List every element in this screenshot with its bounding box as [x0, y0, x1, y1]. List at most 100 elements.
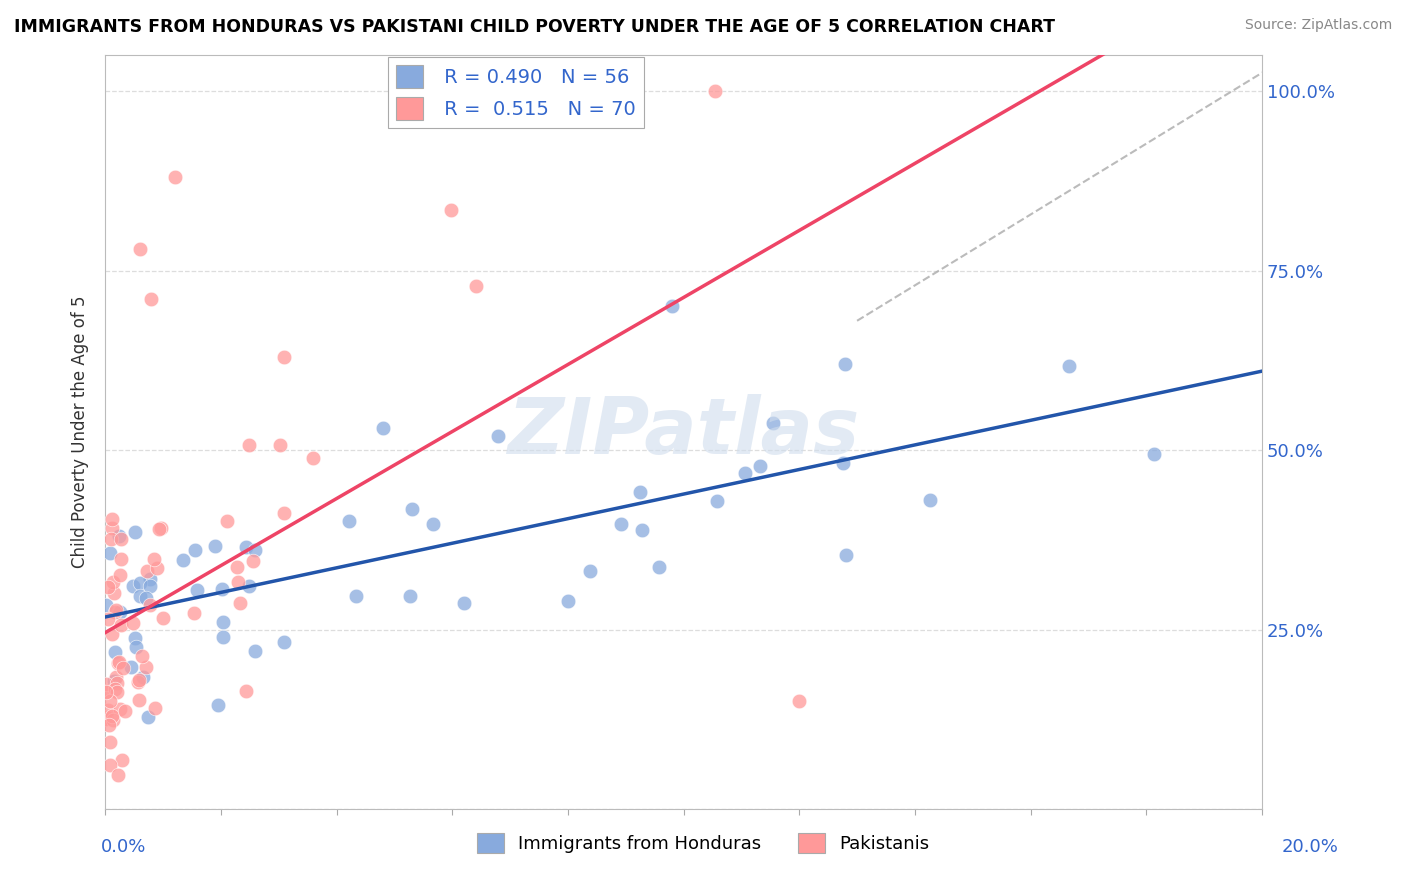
Point [136, 710, 159, 724]
Point [122, 616, 145, 631]
Point [242, 554, 264, 568]
Point [706, 493, 728, 508]
Point [121, 659, 143, 673]
Point [401, 502, 423, 516]
Point [832, 456, 855, 470]
Point [97, 718, 120, 732]
Point [100, 511, 122, 525]
Point [235, 541, 257, 555]
Point [131, 648, 153, 663]
Point [273, 350, 295, 364]
Point [238, 579, 260, 593]
Point [1142, 447, 1164, 461]
Point [107, 768, 129, 782]
Point [628, 484, 651, 499]
Point [273, 506, 295, 520]
Point [835, 548, 858, 562]
Point [139, 598, 162, 612]
Point [124, 640, 146, 654]
Point [97, 703, 120, 717]
Text: IMMIGRANTS FROM HONDURAS VS PAKISTANI CHILD POVERTY UNDER THE AGE OF 5 CORRELATI: IMMIGRANTS FROM HONDURAS VS PAKISTANI CH… [14, 18, 1054, 36]
Point [211, 582, 233, 597]
Point [103, 574, 125, 589]
Point [143, 701, 166, 715]
Point [762, 416, 785, 430]
Point [96, 684, 118, 698]
Point [104, 670, 127, 684]
Point [834, 357, 856, 371]
Point [371, 421, 394, 435]
Point [143, 551, 166, 566]
Point [748, 458, 770, 473]
Point [212, 630, 235, 644]
Point [440, 202, 463, 217]
Point [145, 561, 167, 575]
Point [557, 593, 579, 607]
Point [110, 617, 132, 632]
Point [163, 170, 186, 185]
Point [128, 673, 150, 687]
Point [108, 606, 131, 620]
Point [101, 708, 124, 723]
Point [204, 540, 226, 554]
Point [918, 493, 941, 508]
Point [94, 712, 117, 726]
Point [273, 634, 295, 648]
Point [734, 466, 756, 480]
Legend:  R = 0.490   N = 56,  R =  0.515   N = 70: R = 0.490 N = 56, R = 0.515 N = 70 [388, 57, 644, 128]
Point [100, 532, 122, 546]
Point [104, 605, 127, 619]
Point [94, 598, 117, 612]
Point [1059, 359, 1081, 373]
Point [101, 521, 124, 535]
Point [128, 589, 150, 603]
Point [211, 615, 233, 629]
Point [110, 702, 132, 716]
Point [94, 677, 117, 691]
Point [105, 676, 128, 690]
Point [112, 661, 135, 675]
Point [131, 670, 153, 684]
Point [183, 606, 205, 620]
Point [152, 611, 174, 625]
Point [110, 753, 132, 767]
Point [228, 574, 250, 589]
Point [97, 612, 120, 626]
Point [107, 657, 129, 671]
Point [245, 644, 267, 658]
Point [136, 564, 159, 578]
Text: ZIPatlas: ZIPatlas [508, 394, 859, 470]
Point [235, 684, 257, 698]
Point [630, 523, 652, 537]
Point [207, 698, 229, 712]
Point [108, 529, 131, 543]
Legend: Immigrants from Honduras, Pakistanis: Immigrants from Honduras, Pakistanis [470, 825, 936, 861]
Point [97, 580, 120, 594]
Point [103, 673, 125, 688]
Text: 20.0%: 20.0% [1282, 838, 1339, 855]
Text: Source: ZipAtlas.com: Source: ZipAtlas.com [1244, 18, 1392, 32]
Point [98, 735, 121, 749]
Point [183, 542, 205, 557]
Point [422, 517, 444, 532]
Point [243, 542, 266, 557]
Point [138, 579, 160, 593]
Point [787, 694, 810, 708]
Point [337, 514, 360, 528]
Point [96, 685, 118, 699]
Point [148, 522, 170, 536]
Point [141, 292, 163, 306]
Point [121, 579, 143, 593]
Point [465, 279, 488, 293]
Point [399, 590, 422, 604]
Y-axis label: Child Poverty Under the Age of 5: Child Poverty Under the Age of 5 [72, 296, 89, 568]
Point [110, 532, 132, 546]
Point [648, 559, 671, 574]
Point [609, 517, 631, 532]
Point [114, 705, 136, 719]
Point [186, 582, 208, 597]
Point [139, 573, 162, 587]
Point [124, 525, 146, 540]
Point [98, 758, 121, 772]
Point [128, 576, 150, 591]
